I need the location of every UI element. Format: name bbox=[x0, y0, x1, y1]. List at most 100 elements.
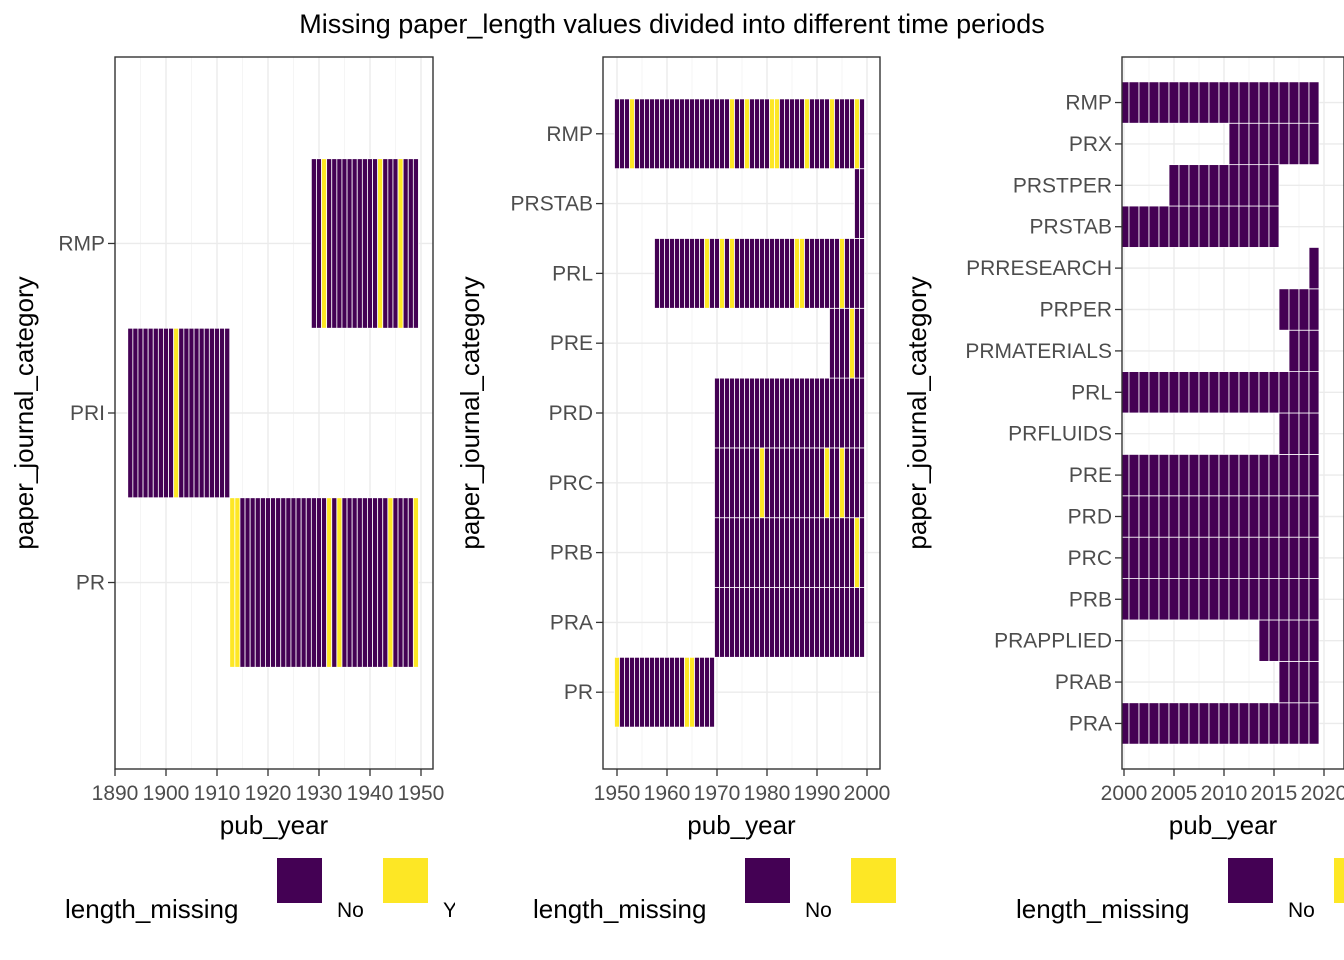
tile-pre-2010 bbox=[1218, 453, 1230, 497]
tile-rmp-2012 bbox=[1238, 81, 1250, 124]
tile-pr-1965 bbox=[689, 656, 695, 728]
tile-rmp-1953 bbox=[629, 98, 635, 170]
tile-prd-1974 bbox=[734, 377, 740, 449]
tile-prc-1975 bbox=[739, 447, 745, 519]
tile-prd-2013 bbox=[1248, 495, 1260, 538]
tile-prb-1981 bbox=[769, 517, 775, 588]
x-tick-label: 1890 bbox=[92, 782, 139, 805]
tile-prc-1994 bbox=[834, 447, 840, 519]
tile-prfluids-2016 bbox=[1278, 412, 1290, 455]
tile-pr-1963 bbox=[679, 656, 685, 728]
tile-prstab-1998 bbox=[854, 168, 860, 239]
tile-pre-2007 bbox=[1188, 453, 1200, 497]
tile-pri-1907 bbox=[198, 327, 205, 499]
tile-prstper-2011 bbox=[1228, 164, 1240, 207]
tile-prd-1994 bbox=[834, 377, 840, 449]
tile-pr-1919 bbox=[259, 497, 266, 668]
tile-pri-1893 bbox=[127, 327, 134, 499]
tile-prx-2019 bbox=[1308, 122, 1320, 166]
x-axis-title: pub_year bbox=[687, 810, 796, 840]
tile-prl-2014 bbox=[1258, 371, 1270, 414]
tile-prl-1998 bbox=[854, 238, 860, 309]
tile-prl-1979 bbox=[759, 238, 765, 309]
tile-prl-2011 bbox=[1228, 371, 1240, 414]
tile-prapplied-2015 bbox=[1268, 619, 1280, 662]
tile-prmaterials-2018 bbox=[1298, 329, 1310, 373]
tile-pri-1899 bbox=[157, 327, 164, 499]
tile-prstab-2012 bbox=[1238, 205, 1250, 248]
tile-pr-1915 bbox=[239, 497, 246, 668]
tile-rmp-1966 bbox=[694, 98, 700, 170]
x-tick-label: 1950 bbox=[594, 782, 641, 805]
tile-prd-2004 bbox=[1158, 495, 1170, 538]
tile-pr-1956 bbox=[644, 656, 650, 728]
tile-prc-1972 bbox=[724, 447, 730, 519]
tile-rmp-1993 bbox=[829, 98, 835, 170]
tile-rmp-1931 bbox=[321, 158, 328, 329]
tile-rmp-1933 bbox=[331, 158, 338, 329]
tile-pr-1929 bbox=[310, 497, 317, 668]
tile-prc-1999 bbox=[859, 447, 865, 519]
x-axis-title: pub_year bbox=[220, 810, 329, 840]
tile-prd-2009 bbox=[1208, 495, 1220, 538]
tile-rmp-1980 bbox=[764, 98, 770, 170]
legend-label-no: No bbox=[1288, 899, 1315, 922]
tile-pr-1954 bbox=[634, 656, 640, 728]
tile-pre-2004 bbox=[1158, 453, 1170, 497]
tile-rmp-1970 bbox=[714, 98, 720, 170]
tile-pre-2016 bbox=[1278, 453, 1290, 497]
tile-rmp-2016 bbox=[1278, 81, 1290, 124]
y-tick-label: PRAB bbox=[1055, 671, 1112, 694]
tile-prfluids-2018 bbox=[1298, 412, 1310, 455]
tile-pri-1910 bbox=[214, 327, 220, 499]
tile-pre-2002 bbox=[1138, 453, 1150, 497]
x-tick-label: 2000 bbox=[1101, 782, 1148, 805]
tile-prx-2013 bbox=[1248, 122, 1260, 166]
tile-pra-1981 bbox=[769, 587, 775, 658]
tile-prstab-2002 bbox=[1138, 205, 1150, 248]
tile-rmp-1982 bbox=[774, 98, 780, 170]
tile-pra-1979 bbox=[759, 587, 765, 658]
tile-prc-1984 bbox=[784, 447, 790, 519]
tile-rmp-1957 bbox=[649, 98, 655, 170]
tile-prc-1985 bbox=[789, 447, 795, 519]
tile-prb-2006 bbox=[1178, 578, 1190, 621]
tile-prapplied-2014 bbox=[1258, 619, 1270, 662]
tile-prd-1984 bbox=[784, 377, 790, 449]
tile-prd-1986 bbox=[794, 377, 800, 449]
tile-pra-2008 bbox=[1198, 702, 1210, 745]
tile-pra-1987 bbox=[799, 587, 805, 658]
tiles bbox=[614, 98, 865, 728]
tile-prb-1985 bbox=[789, 517, 795, 588]
tile-pre-2019 bbox=[1308, 453, 1320, 497]
tile-prb-2012 bbox=[1238, 578, 1250, 621]
tile-prd-1981 bbox=[769, 377, 775, 449]
legend-label-yes: Yes bbox=[443, 899, 477, 922]
tile-prb-1982 bbox=[774, 517, 780, 588]
tile-rmp-1996 bbox=[844, 98, 850, 170]
tile-prx-2015 bbox=[1268, 122, 1280, 166]
panel-3: PRA PRAB PRAPPLIED PRB PRC PRD PRE PRFLUIDS PRL P… bbox=[902, 56, 1344, 924]
y-tick-label: PRL bbox=[1071, 381, 1112, 404]
tile-rmp-1986 bbox=[794, 98, 800, 170]
tile-prab-2018 bbox=[1298, 660, 1310, 704]
tile-prstper-2010 bbox=[1218, 164, 1230, 207]
tile-prl-1992 bbox=[824, 238, 830, 309]
y-tick-label: PRB bbox=[1069, 588, 1112, 611]
tile-prb-1983 bbox=[779, 517, 785, 588]
tile-rmp-1984 bbox=[784, 98, 790, 170]
tile-rmp-1942 bbox=[377, 158, 384, 329]
x-tick-label: 1980 bbox=[744, 782, 791, 805]
tile-prapplied-2016 bbox=[1278, 619, 1290, 662]
tile-prd-2001 bbox=[1128, 495, 1140, 538]
legend-label-no: No bbox=[337, 899, 364, 922]
tile-rmp-1952 bbox=[624, 98, 630, 170]
tile-prl-2005 bbox=[1168, 371, 1180, 414]
tile-prb-1999 bbox=[859, 517, 865, 588]
y-axis-title: paper_journal_category bbox=[455, 276, 485, 549]
tile-rmp-1995 bbox=[839, 98, 845, 170]
tile-rmp-2003 bbox=[1148, 81, 1160, 124]
tile-pr-1938 bbox=[356, 497, 363, 668]
tile-prl-1967 bbox=[699, 238, 705, 309]
tile-pri-1895 bbox=[137, 327, 144, 499]
